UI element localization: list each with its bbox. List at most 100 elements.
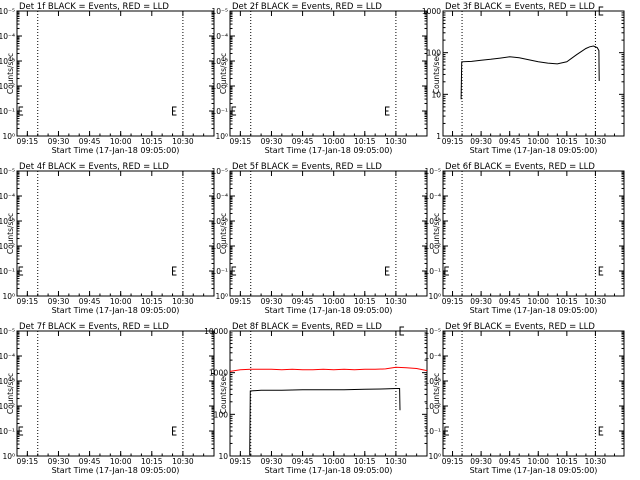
x-tick-label: 10:15 [141, 297, 163, 306]
detector-panel-4: Det 4f BLACK = Events, RED = LLD Counts/s… [0, 162, 215, 315]
y-tick-label: 10⁻³ [0, 57, 15, 66]
detector-panel-6: Det 6f BLACK = Events, RED = LLD Counts/s… [424, 162, 625, 315]
x-tick-label: 09:15 [442, 137, 464, 146]
chart-title: Det 7f BLACK = Events, RED = LLD [19, 322, 169, 332]
x-tick-label: 09:45 [292, 457, 314, 466]
x-axis-label: Start Time (17-Jan-18 09:05:00) [470, 466, 598, 475]
lld-rate-line [229, 366, 428, 372]
x-tick-label: 09:45 [499, 297, 521, 306]
x-tick-label: 09:30 [48, 137, 70, 146]
x-axis-label: Start Time (17-Jan-18 09:05:00) [52, 466, 180, 475]
edge-bracket-marker [18, 266, 24, 276]
x-tick-label: 09:30 [470, 137, 492, 146]
y-axis-label: Counts/sec [219, 373, 228, 414]
x-tick-label: 10:00 [527, 457, 549, 466]
y-tick-label: 10⁻⁴ [0, 32, 15, 41]
x-tick-label: 09:15 [17, 137, 39, 146]
x-tick-label: 10:30 [172, 297, 194, 306]
x-tick-label: 10:00 [110, 457, 132, 466]
plot-frame [16, 170, 215, 297]
x-tick-label: 09:15 [442, 457, 464, 466]
y-tick-label: 10⁻⁴ [424, 352, 441, 361]
x-axis-label: Start Time (17-Jan-18 09:05:00) [470, 146, 598, 155]
event-rate-line [460, 45, 600, 100]
x-tick-label: 09:15 [17, 297, 39, 306]
x-tick-label: 09:30 [48, 457, 70, 466]
y-axis-label: Counts/sec [219, 53, 228, 94]
x-tick-label: 09:45 [79, 137, 101, 146]
detector-panel-3: Det 3f BLACK = Events, RED = LLD Counts/s… [422, 2, 625, 155]
edge-bracket-marker [18, 106, 24, 116]
y-tick-label: 10⁰ [215, 132, 228, 141]
y-tick-label: 10⁻¹ [424, 427, 441, 436]
detector-panel-5: Det 5f BLACK = Events, RED = LLD Counts/s… [211, 162, 428, 315]
edge-bracket-marker [385, 266, 390, 276]
chart-title: Det 1f BLACK = Events, RED = LLD [19, 2, 169, 12]
y-tick-label: 10⁻³ [424, 217, 441, 226]
y-tick-label: 10⁻² [211, 82, 228, 91]
x-tick-label: 09:15 [442, 297, 464, 306]
y-tick-label: 10⁻⁵ [0, 327, 15, 336]
detector-panel-1: Det 1f BLACK = Events, RED = LLD Counts/s… [0, 2, 215, 155]
x-axis-label: Start Time (17-Jan-18 09:05:00) [470, 306, 598, 315]
chart-title: Det 4f BLACK = Events, RED = LLD [19, 162, 169, 172]
y-tick-label: 10⁻³ [0, 217, 15, 226]
edge-bracket-marker [385, 106, 390, 116]
y-tick-label: 10⁻² [211, 242, 228, 251]
y-tick-label: 10⁻² [0, 242, 15, 251]
y-tick-label: 10⁻³ [211, 217, 228, 226]
edge-bracket-marker [18, 426, 24, 436]
x-tick-label: 10:15 [141, 457, 163, 466]
event-rate-line [249, 388, 401, 456]
x-tick-label: 09:45 [499, 457, 521, 466]
y-tick-label: 1 [436, 132, 441, 141]
x-tick-label: 09:15 [17, 457, 39, 466]
edge-bracket-marker [444, 266, 449, 276]
y-tick-label: 1000 [209, 369, 228, 378]
y-tick-label: 10⁻³ [211, 57, 228, 66]
y-tick-label: 10⁻⁴ [0, 352, 15, 361]
edge-bracket-marker [399, 326, 405, 336]
x-tick-label: 10:15 [556, 457, 578, 466]
detector-panel-2: Det 2f BLACK = Events, RED = LLD Counts/s… [211, 2, 428, 155]
edge-bracket-marker [444, 426, 449, 436]
y-tick-label: 10⁻⁴ [424, 192, 441, 201]
y-tick-label: 10⁰ [428, 292, 441, 301]
y-tick-label: 10 [218, 452, 228, 461]
y-tick-label: 10⁻¹ [424, 267, 441, 276]
x-tick-label: 09:45 [499, 137, 521, 146]
x-tick-label: 10:00 [110, 137, 132, 146]
x-axis-label: Start Time (17-Jan-18 09:05:00) [265, 306, 393, 315]
x-tick-label: 09:45 [292, 297, 314, 306]
edge-bracket-marker [172, 106, 177, 116]
x-tick-label: 10:30 [385, 137, 407, 146]
y-tick-label: 10⁰ [2, 452, 15, 461]
x-tick-label: 10:00 [527, 297, 549, 306]
detector-panel-8: Det 8f BLACK = Events, RED = LLD Counts/s… [204, 322, 428, 475]
y-tick-label: 10⁻² [424, 242, 441, 251]
y-tick-label: 10⁰ [2, 292, 15, 301]
y-tick-label: 10⁻⁵ [424, 167, 441, 176]
plot-frame [229, 330, 428, 457]
x-tick-label: 10:30 [385, 457, 407, 466]
x-axis-label: Start Time (17-Jan-18 09:05:00) [265, 466, 393, 475]
y-tick-label: 10⁻² [0, 402, 15, 411]
x-tick-label: 09:30 [470, 297, 492, 306]
x-tick-label: 09:30 [261, 457, 283, 466]
x-tick-label: 09:15 [230, 297, 252, 306]
detector-panel-7: Det 7f BLACK = Events, RED = LLD Counts/s… [0, 322, 215, 475]
y-axis-label: Counts/sec [432, 53, 441, 94]
plot-frame [229, 170, 428, 297]
y-tick-label: 1000 [422, 7, 441, 16]
y-axis-label: Counts/sec [432, 213, 441, 254]
x-tick-label: 10:30 [172, 457, 194, 466]
y-tick-label: 100 [427, 49, 442, 58]
plot-frame [16, 10, 215, 137]
y-tick-label: 10⁻³ [424, 377, 441, 386]
y-tick-label: 10⁻⁵ [424, 327, 441, 336]
y-tick-label: 10⁻⁵ [0, 7, 15, 16]
plot-frame [16, 330, 215, 457]
y-axis-label: Counts/sec [6, 213, 15, 254]
chart-title: Det 3f BLACK = Events, RED = LLD [445, 2, 595, 12]
